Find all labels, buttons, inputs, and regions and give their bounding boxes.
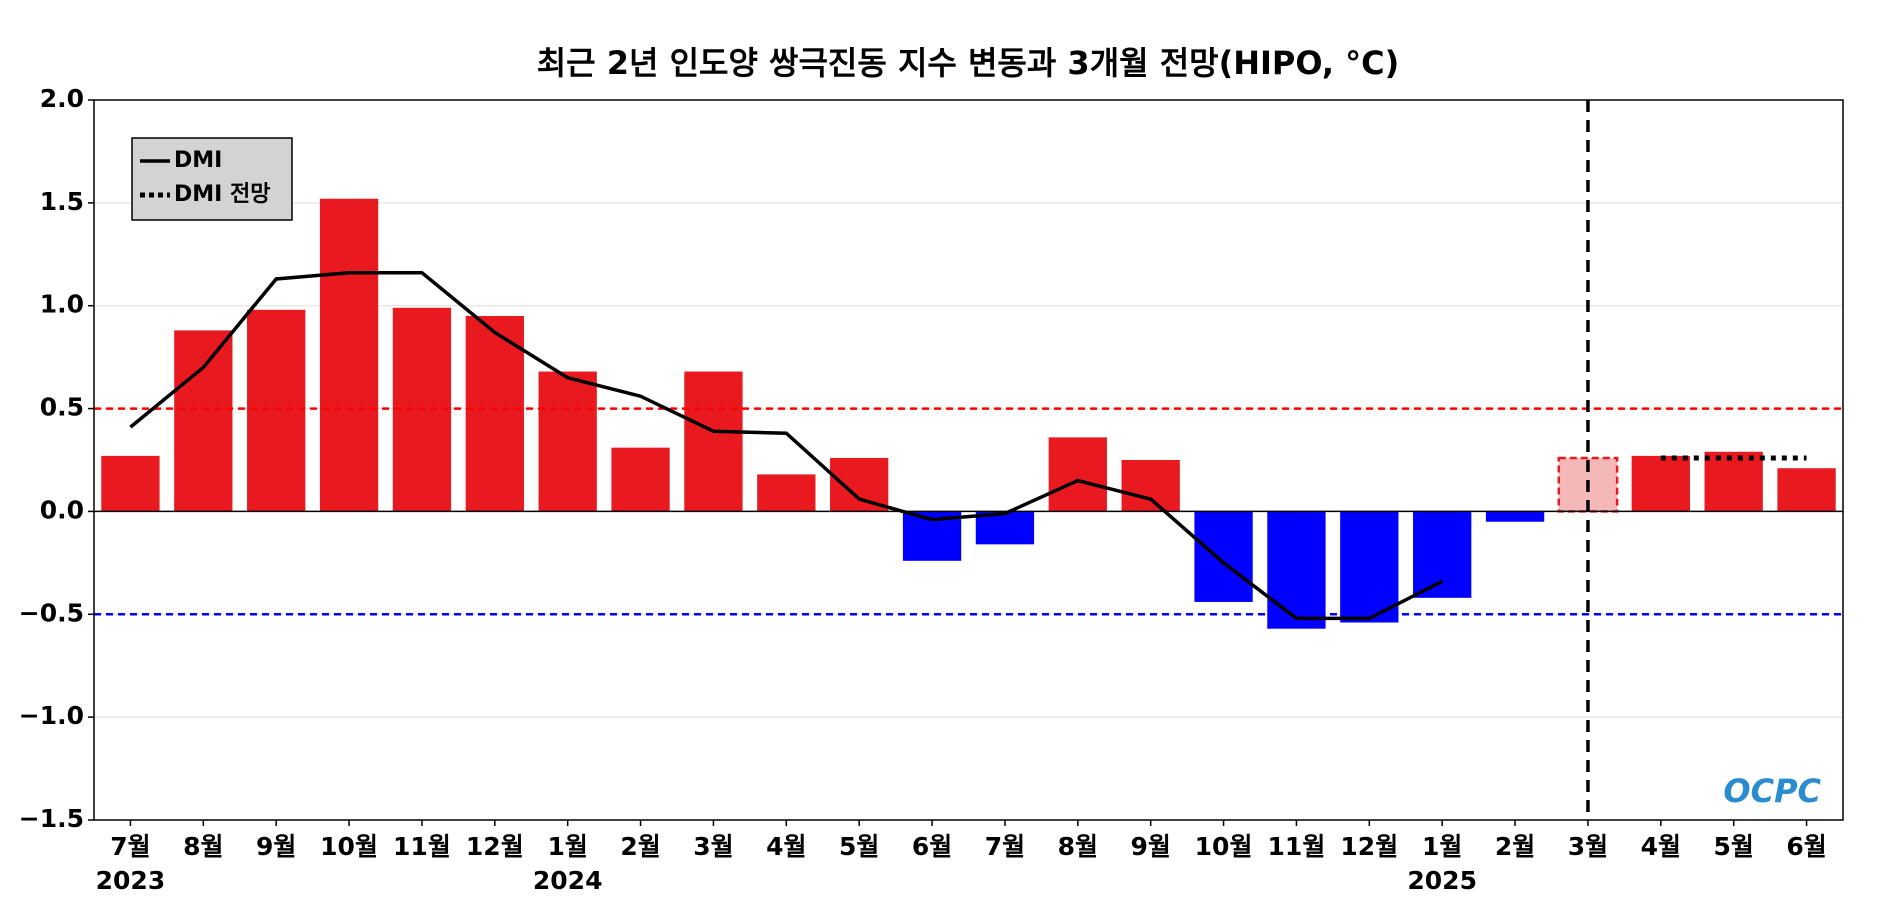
- bar: [830, 457, 889, 512]
- y-tick-label: 0.0: [40, 495, 84, 524]
- x-tick-label: 11월: [393, 832, 451, 861]
- x-tick-label: 12월: [1340, 832, 1398, 861]
- x-tick-label: 9월: [1130, 832, 1170, 861]
- x-tick-label: 9월: [256, 832, 296, 861]
- x-tick-label: 7월: [985, 832, 1025, 861]
- y-tick-label: −1.0: [19, 701, 84, 730]
- bar: [1048, 437, 1107, 512]
- bar: [1777, 468, 1836, 512]
- x-tick-label: 5월: [839, 832, 879, 861]
- x-tick-label: 1월: [547, 832, 587, 861]
- x-tick-label: 2월: [620, 832, 660, 861]
- bar: [101, 455, 160, 512]
- bar: [174, 330, 233, 512]
- bar: [1194, 511, 1253, 602]
- x-tick-label: 8월: [1058, 832, 1098, 861]
- plot-frame: [93, 99, 1844, 821]
- logo: OCPC: [1723, 772, 1821, 810]
- x-group-label: 2025: [1407, 866, 1477, 895]
- x-tick-label: 12월: [466, 832, 524, 861]
- bar: [757, 474, 816, 512]
- bar: [1704, 451, 1763, 512]
- bar: [684, 371, 743, 512]
- bar: [1121, 460, 1180, 512]
- bar: [319, 198, 379, 512]
- y-tick-label: 2.0: [40, 84, 84, 113]
- x-group-label: 2023: [96, 866, 166, 895]
- bar: [1340, 511, 1399, 623]
- bar: [611, 447, 670, 512]
- legend-label: DMI 전망: [174, 182, 270, 207]
- y-tick-label: −1.5: [19, 804, 84, 833]
- bar: [1485, 511, 1545, 522]
- bar: [1631, 455, 1690, 512]
- bar: [1413, 511, 1472, 598]
- bar: [465, 316, 524, 512]
- x-tick-label: 4월: [766, 832, 806, 861]
- bar: [1267, 511, 1326, 629]
- x-tick-label: 2월: [1495, 832, 1535, 861]
- x-tick-label: 6월: [912, 832, 952, 861]
- y-tick-label: 1.5: [40, 187, 84, 216]
- y-tick-label: 1.0: [40, 290, 84, 319]
- x-group-label: 2024: [533, 866, 603, 895]
- x-tick-label: 10월: [1195, 832, 1253, 861]
- x-tick-label: 3월: [1568, 832, 1608, 861]
- line-series: [129, 271, 1443, 621]
- x-tick-label: 1월: [1422, 832, 1462, 861]
- y-tick-label: 0.5: [40, 393, 84, 422]
- bar: [538, 371, 597, 512]
- x-tick-label: 11월: [1268, 832, 1326, 861]
- x-tick-label: 5월: [1713, 832, 1753, 861]
- x-tick-label: 7월: [110, 832, 150, 861]
- x-tick-label: 10월: [320, 832, 378, 861]
- bar: [247, 309, 306, 512]
- x-tick-label: 8월: [183, 832, 223, 861]
- bar: [975, 511, 1035, 545]
- x-tick-label: 4월: [1641, 832, 1681, 861]
- chart-title: 최근 2년 인도양 쌍극진동 지수 변동과 3개월 전망(HIPO, °C): [537, 44, 1400, 82]
- legend-label: DMI: [174, 148, 222, 173]
- y-tick-label: −0.5: [19, 598, 84, 627]
- x-tick-label: 3월: [693, 832, 733, 861]
- legend-box: [131, 137, 293, 221]
- x-tick-label: 6월: [1786, 832, 1826, 861]
